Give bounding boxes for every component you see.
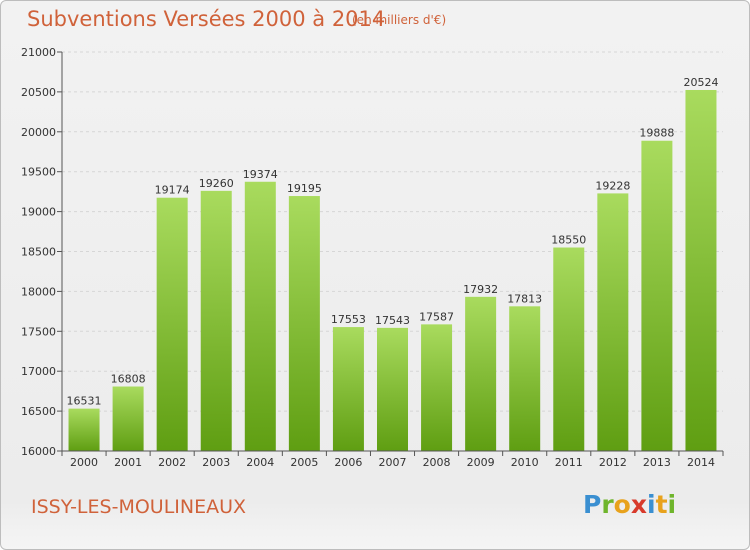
bars: 16531 16808 19174 19260 19374 19195 17553 17543… <box>67 76 718 452</box>
data-label: 16531 <box>67 395 102 408</box>
data-label: 19888 <box>639 127 674 140</box>
y-tick-label: 17000 <box>21 365 56 378</box>
y-tick-label: 20500 <box>21 86 56 99</box>
bar <box>509 306 541 451</box>
data-label: 19374 <box>243 168 278 181</box>
x-tick-label: 2000 <box>70 456 98 469</box>
y-tick-label: 21000 <box>21 46 56 59</box>
x-tick-label: 2010 <box>511 456 539 469</box>
bar <box>288 196 320 451</box>
x-tick-label: 2008 <box>423 456 451 469</box>
place-name: ISSY-LES-MOULINEAUX <box>31 496 247 518</box>
logo-letter: r <box>601 490 614 519</box>
x-tick-label: 2012 <box>599 456 627 469</box>
logo-letter: P <box>583 490 602 519</box>
x-tick-label: 2005 <box>290 456 318 469</box>
data-label: 17932 <box>463 283 498 296</box>
logo-letter: i <box>647 490 656 519</box>
x-tick-label: 2003 <box>202 456 230 469</box>
bar <box>421 324 453 451</box>
data-label: 17553 <box>331 313 366 326</box>
bar <box>332 327 364 451</box>
bar <box>641 140 673 451</box>
data-label: 19228 <box>595 179 630 192</box>
x-tick-label: 2007 <box>379 456 407 469</box>
data-label: 20524 <box>683 76 718 89</box>
chart-unit-label: (en milliers d'€) <box>352 13 447 27</box>
x-tick-label: 2006 <box>334 456 362 469</box>
bar <box>244 181 276 451</box>
bar <box>156 197 188 451</box>
x-tick-label: 2004 <box>246 456 274 469</box>
logo-letter: t <box>655 490 668 519</box>
bar <box>112 386 144 451</box>
x-axis: 2000 2001 2002 2003 2004 2005 2006 2007 2008 2009… <box>61 450 724 469</box>
x-tick-label: 2001 <box>114 456 142 469</box>
bar <box>553 247 585 451</box>
data-label: 19174 <box>155 184 190 197</box>
chart-title: Subventions Versées 2000 à 2014 <box>27 7 386 31</box>
logo-letter: x <box>630 490 647 519</box>
data-label: 17587 <box>419 310 454 323</box>
y-tick-label: 19500 <box>21 166 56 179</box>
data-label: 19260 <box>199 177 234 190</box>
data-label: 17543 <box>375 314 410 327</box>
bar <box>597 193 629 452</box>
y-tick-label: 19000 <box>21 206 56 219</box>
bar <box>465 296 497 451</box>
bar <box>200 190 232 452</box>
y-tick-label: 16500 <box>21 405 56 418</box>
x-tick-label: 2014 <box>687 456 715 469</box>
logo-letter: o <box>613 490 631 519</box>
y-tick-label: 16000 <box>21 445 56 458</box>
logo-letter: i <box>667 490 677 519</box>
data-label: 16808 <box>111 373 146 386</box>
bar <box>377 327 408 451</box>
y-tick-label: 20000 <box>21 126 56 139</box>
y-axis: 16000 16500 17000 17500 18000 18500 19000 19500… <box>21 46 63 458</box>
x-tick-label: 2011 <box>555 456 583 469</box>
bar <box>68 408 100 451</box>
proxiti-logo: Proxiti <box>583 490 676 519</box>
bar <box>685 89 717 451</box>
y-tick-label: 18000 <box>21 285 56 298</box>
x-tick-label: 2009 <box>467 456 495 469</box>
x-tick-label: 2002 <box>158 456 186 469</box>
y-tick-label: 17500 <box>21 325 56 338</box>
x-tick-label: 2013 <box>643 456 671 469</box>
y-tick-label: 18500 <box>21 246 56 259</box>
data-label: 19195 <box>287 182 322 195</box>
data-label: 18550 <box>551 234 586 247</box>
data-label: 17813 <box>507 292 542 305</box>
